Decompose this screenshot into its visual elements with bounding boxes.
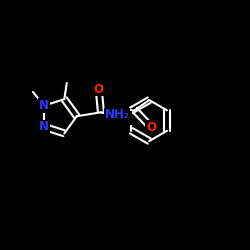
Text: O: O: [94, 83, 104, 96]
Text: N: N: [39, 120, 49, 133]
Text: NH: NH: [112, 112, 131, 124]
Text: O: O: [146, 121, 156, 134]
Text: NH₂: NH₂: [104, 108, 130, 121]
Text: N: N: [39, 99, 49, 112]
